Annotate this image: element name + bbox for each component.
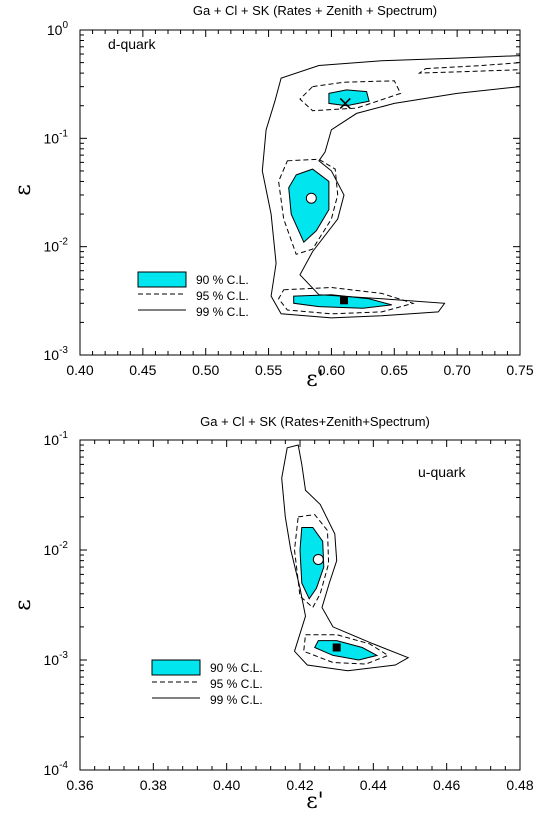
y-tick-label: 10-4 — [44, 760, 69, 778]
cl95-contour — [417, 62, 520, 74]
x-tick-label: 0.50 — [192, 362, 219, 378]
y-tick-label: 10-1 — [44, 430, 69, 448]
x-tick-label: 0.46 — [433, 777, 460, 793]
y-tick-label: 10-3 — [44, 650, 69, 668]
x-tick-label: 0.40 — [213, 777, 240, 793]
x-tick-label: 0.44 — [360, 777, 387, 793]
y-axis-label-top: ε — [11, 184, 36, 195]
legend-label: 90 % C.L. — [196, 273, 249, 287]
title-bottom: Ga + Cl + SK (Rates+Zenith+Spectrum) — [200, 414, 430, 429]
x-tick-label: 0.38 — [140, 777, 167, 793]
title-top: Ga + Cl + SK (Rates + Zenith + Spectrum) — [193, 3, 437, 18]
legend-cl90-swatch — [137, 271, 187, 288]
legend-label: 95 % C.L. — [196, 289, 249, 303]
y-tick-label: 10-2 — [44, 540, 69, 558]
x-tick-label: 0.42 — [286, 777, 313, 793]
x-axis-label-top: ε' — [306, 367, 323, 392]
plot-area — [261, 55, 520, 319]
y-tick-label: 10-2 — [44, 237, 69, 255]
y-tick-label: 10-3 — [44, 345, 69, 363]
x-tick-label: 0.36 — [66, 777, 93, 793]
best-fit-circle-marker — [312, 553, 324, 565]
panel-d-quark: Ga + Cl + SK (Rates + Zenith + Spectrum)… — [11, 3, 534, 392]
cl95-contour — [277, 286, 415, 315]
plot-area — [281, 444, 410, 672]
plot-frame — [79, 439, 521, 771]
x-tick-label: 0.70 — [444, 362, 471, 378]
panel-u-quark: Ga + Cl + SK (Rates+Zenith+Spectrum) u-q… — [11, 414, 534, 814]
best-fit-circle-marker — [305, 192, 317, 204]
plot-frame — [79, 29, 521, 356]
y-tick-label: 10-1 — [44, 128, 69, 146]
x-tick-label: 0.55 — [255, 362, 282, 378]
cl99-contour — [281, 444, 410, 672]
x-tick-label: 0.75 — [506, 362, 533, 378]
x-tick-label: 0.45 — [129, 362, 156, 378]
x-tick-label: 0.65 — [381, 362, 408, 378]
cl95-contour — [278, 158, 339, 255]
cl90-region — [328, 89, 370, 107]
y-tick-label: 100 — [47, 20, 69, 38]
cl95-contour — [303, 634, 390, 665]
cl95-contour — [299, 80, 402, 112]
x-tick-label: 0.48 — [506, 777, 533, 793]
legend-label: 99 % C.L. — [210, 693, 263, 707]
panel-label-d-quark: d-quark — [108, 36, 156, 52]
x-tick-label: 0.40 — [66, 362, 93, 378]
y-axis-label-bottom: ε — [11, 599, 36, 610]
legend-cl90-swatch — [151, 659, 201, 676]
x-tick-label: 0.60 — [318, 362, 345, 378]
cl90-region — [299, 527, 325, 600]
cl90-region — [314, 640, 379, 661]
legend-label: 95 % C.L. — [210, 677, 263, 691]
legend-label: 90 % C.L. — [210, 661, 263, 675]
panel-label-u-quark: u-quark — [418, 464, 466, 480]
best-fit-square-marker — [332, 643, 341, 652]
x-axis-label-bottom: ε' — [306, 789, 323, 814]
best-fit-square-marker — [340, 296, 348, 305]
best-fit-cross-marker — [339, 97, 351, 109]
cl90-region — [288, 168, 330, 244]
cl99-contour — [261, 55, 520, 319]
legend-label: 99 % C.L. — [196, 305, 249, 319]
